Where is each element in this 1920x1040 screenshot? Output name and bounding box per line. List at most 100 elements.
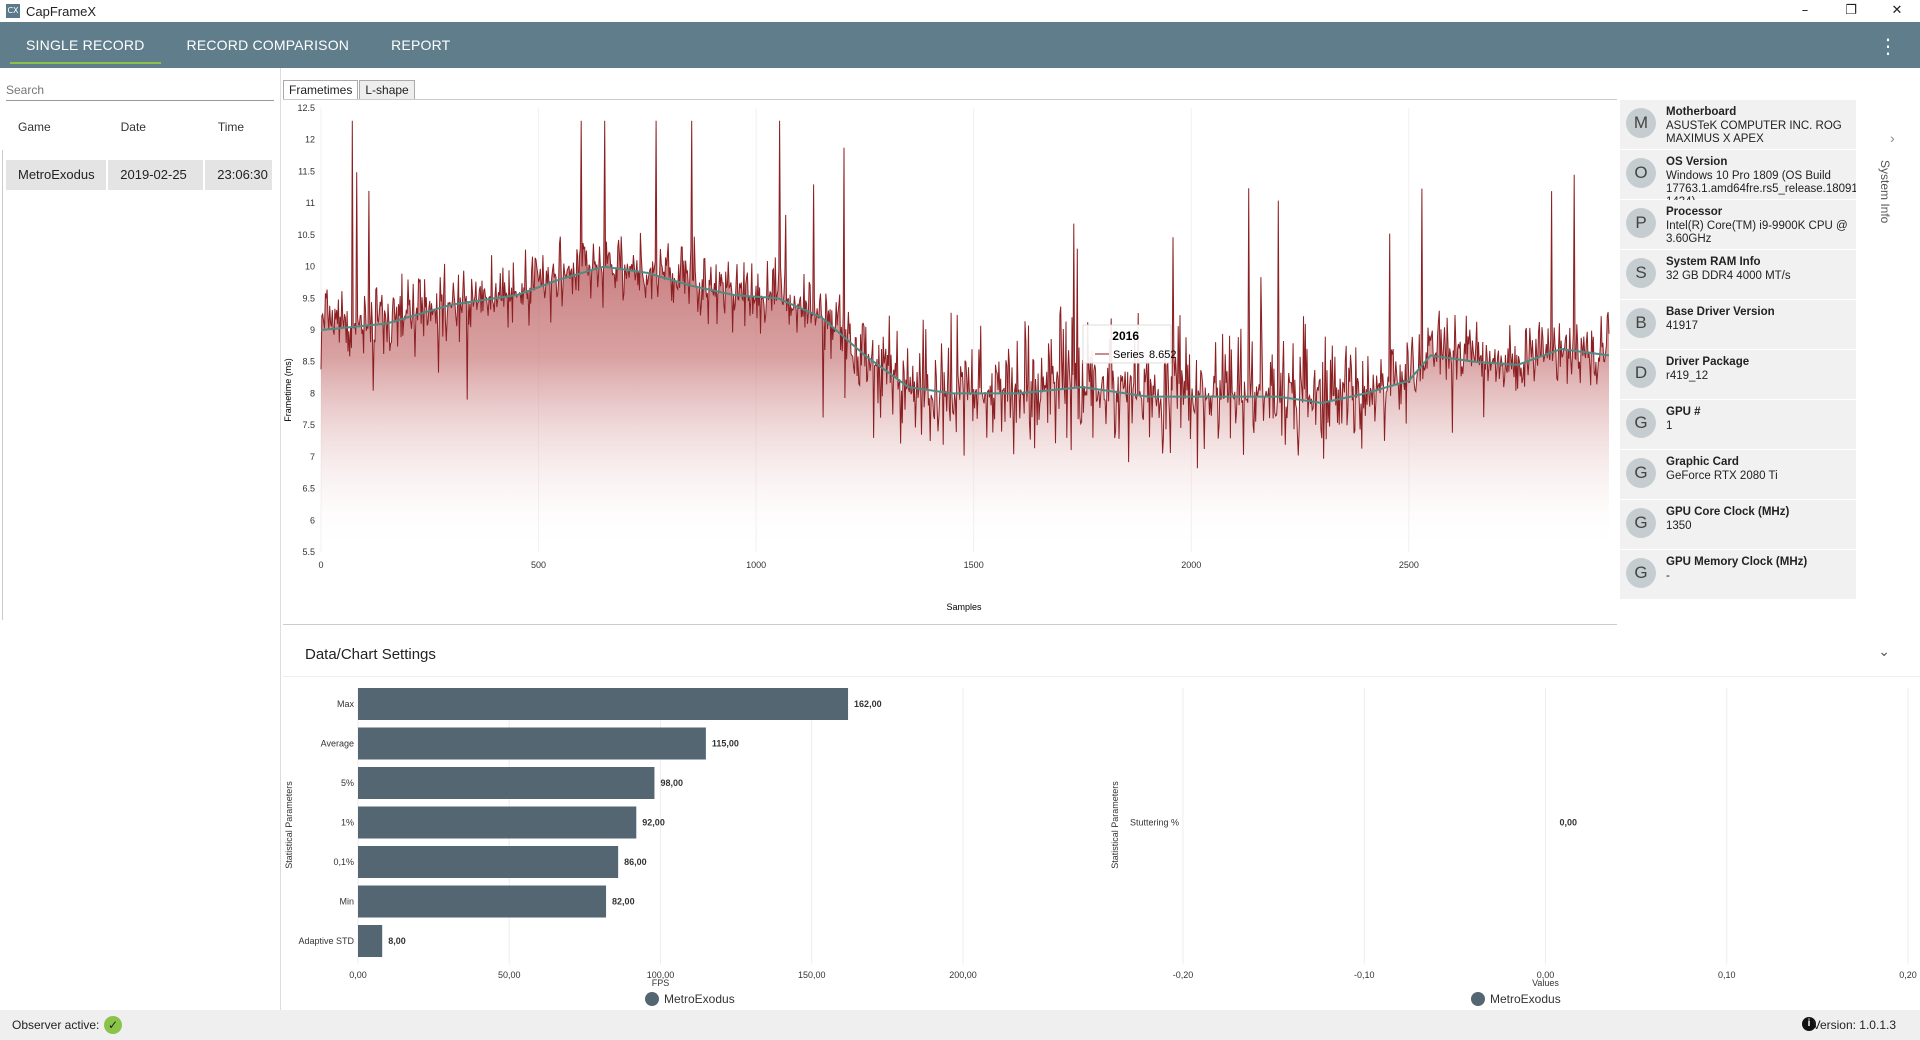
chevron-right-icon[interactable]: ›: [1890, 130, 1895, 146]
x-tick-label: 200,00: [949, 970, 977, 980]
settings-label: Data/Chart Settings: [305, 646, 436, 663]
stat-bar[interactable]: [358, 846, 619, 878]
chevron-down-icon[interactable]: ⌄: [1878, 644, 1890, 660]
system-info-title: Driver Package: [1666, 356, 1750, 368]
x-tick-label: 1500: [964, 560, 984, 570]
x-axis-label: Values: [1532, 978, 1559, 988]
divider: [2, 150, 3, 620]
bar-value-label: 86,00: [624, 857, 647, 867]
system-info-value: 41917: [1666, 320, 1698, 332]
frametime-area: [321, 120, 1609, 552]
system-info-value: ASUSTeK COMPUTER INC. ROG MAXIMUS X APEX: [1666, 120, 1842, 145]
system-info-title: Graphic Card: [1666, 456, 1739, 468]
restore-icon[interactable]: ❐: [1845, 3, 1857, 18]
cell-date: 2019-02-25: [108, 160, 204, 190]
tooltip-series: Series: [1113, 349, 1145, 361]
system-info-tab[interactable]: System Info: [1878, 160, 1892, 224]
legend-label[interactable]: MetroExodus: [1490, 992, 1561, 1006]
y-tick-label: 8: [310, 388, 315, 398]
close-icon[interactable]: ✕: [1891, 3, 1903, 18]
bar-value-label: 82,00: [612, 897, 635, 907]
x-tick-label: 0,10: [1718, 970, 1736, 980]
bar-value-label: 8,00: [388, 936, 406, 946]
y-tick-label: 12.5: [297, 103, 315, 113]
cell-time: 23:06:30: [205, 160, 272, 190]
window-title: CapFrameX: [26, 3, 97, 19]
avatar: D: [1626, 358, 1656, 388]
tab-single-record[interactable]: SINGLE RECORD: [10, 22, 161, 68]
y-tick-label: 10.5: [297, 230, 315, 240]
tooltip-title: 2016: [1112, 329, 1139, 343]
system-info-value: GeForce RTX 2080 Ti: [1666, 470, 1778, 482]
y-tick-label: 7.5: [302, 420, 315, 430]
x-tick-label: 500: [531, 560, 546, 570]
stat-bar[interactable]: [358, 767, 655, 799]
tab-record-comparison[interactable]: RECORD COMPARISON: [186, 37, 350, 53]
system-info-panel[interactable]: M Motherboard ASUSTeK COMPUTER INC. ROG MA…: [1620, 100, 1856, 620]
x-tick-label: 2000: [1181, 560, 1201, 570]
category-label: 1%: [341, 818, 354, 828]
system-info-title: System RAM Info: [1666, 256, 1761, 268]
stat-bar[interactable]: [358, 806, 637, 839]
system-info-title: Processor: [1666, 206, 1723, 218]
category-label: Min: [339, 897, 354, 907]
stat-bar[interactable]: [358, 727, 706, 760]
table-row[interactable]: MetroExodus 2019-02-25 23:06:30: [6, 160, 274, 190]
tab-frametimes[interactable]: Frametimes: [283, 80, 359, 100]
x-tick-label: 2500: [1399, 560, 1419, 570]
system-info-item: S System RAM Info 32 GB DDR4 4000 MT/s: [1620, 250, 1856, 300]
avatar: O: [1626, 158, 1656, 188]
avatar: P: [1626, 208, 1656, 238]
legend-label[interactable]: MetroExodus: [664, 992, 735, 1006]
frametime-chart[interactable]: 12.5 12 11.5 11 10.5 10 9.5 9 8.5 8 7.5 7 6.5 6 5.5 0 5…: [283, 99, 1617, 625]
status-bar: Observer active: ✓ i Version: 1.0.1.3: [0, 1010, 1920, 1040]
legend-marker: [645, 992, 659, 1006]
system-info-item: G GPU # 1: [1620, 400, 1856, 450]
avatar: M: [1626, 108, 1656, 138]
y-tick-label: 11.5: [298, 166, 315, 176]
more-menu-icon[interactable]: ⋮: [1878, 34, 1898, 58]
search-input[interactable]: Search: [6, 80, 274, 101]
avatar: G: [1626, 508, 1656, 538]
settings-expander[interactable]: Data/Chart Settings ⌄: [283, 636, 1920, 676]
y-axis-label: Frametime (ms): [283, 358, 293, 422]
tab-report[interactable]: REPORT: [391, 37, 451, 53]
avatar: S: [1626, 258, 1656, 288]
bar-value-label: 115,00: [712, 739, 739, 749]
avatar: G: [1626, 408, 1656, 438]
y-axis-label: Statistical Parameters: [1110, 781, 1120, 869]
chart-tabs: Frametimes L-shape: [283, 80, 416, 100]
system-info-title: Base Driver Version: [1666, 306, 1775, 318]
column-header-game[interactable]: Game: [18, 120, 51, 134]
system-info-title: GPU Memory Clock (MHz): [1666, 556, 1808, 568]
y-tick-label: 5.5: [302, 547, 315, 557]
x-tick-label: 1000: [746, 560, 766, 570]
x-tick-label: 150,00: [798, 970, 826, 980]
system-info-item: B Base Driver Version 41917: [1620, 300, 1856, 350]
system-info-item: D Driver Package r419_12: [1620, 350, 1856, 400]
category-label: Adaptive STD: [298, 936, 354, 946]
frametime-plot[interactable]: 12.5 12 11.5 11 10.5 10 9.5 9 8.5 8 7.5 7 6.5 6 5.5 0 5…: [283, 100, 1617, 624]
system-info-value: Intel(R) Core(TM) i9-9900K CPU @ 3.60GHz: [1666, 220, 1848, 245]
info-icon[interactable]: i: [1802, 1017, 1816, 1031]
category-label: 5%: [341, 778, 354, 788]
stat-bar[interactable]: [358, 925, 383, 957]
column-header-date[interactable]: Date: [120, 120, 146, 134]
x-tick-label: 50,00: [498, 970, 521, 980]
legend-marker: [1471, 992, 1485, 1006]
stat-bar[interactable]: [358, 885, 607, 918]
chart-tooltip: 2016 Series 8.652: [1082, 324, 1177, 364]
bar-value-label: 0,00: [1560, 818, 1578, 828]
system-info-value: 32 GB DDR4 4000 MT/s: [1666, 270, 1791, 282]
avatar: G: [1626, 458, 1656, 488]
tab-l-shape[interactable]: L-shape: [359, 80, 415, 100]
check-icon: ✓: [104, 1016, 122, 1034]
record-grid-header: Game Date Time: [6, 120, 274, 134]
x-tick-label: 0,00: [1537, 970, 1555, 980]
stat-bar[interactable]: [358, 688, 849, 720]
title-bar: CX CapFrameX – ❐ ✕: [0, 0, 1920, 22]
minimize-icon[interactable]: –: [1801, 3, 1809, 18]
x-tick-label: -0,20: [1173, 970, 1194, 980]
column-header-time[interactable]: Time: [217, 120, 245, 134]
x-tick-label: 0,00: [349, 970, 367, 980]
